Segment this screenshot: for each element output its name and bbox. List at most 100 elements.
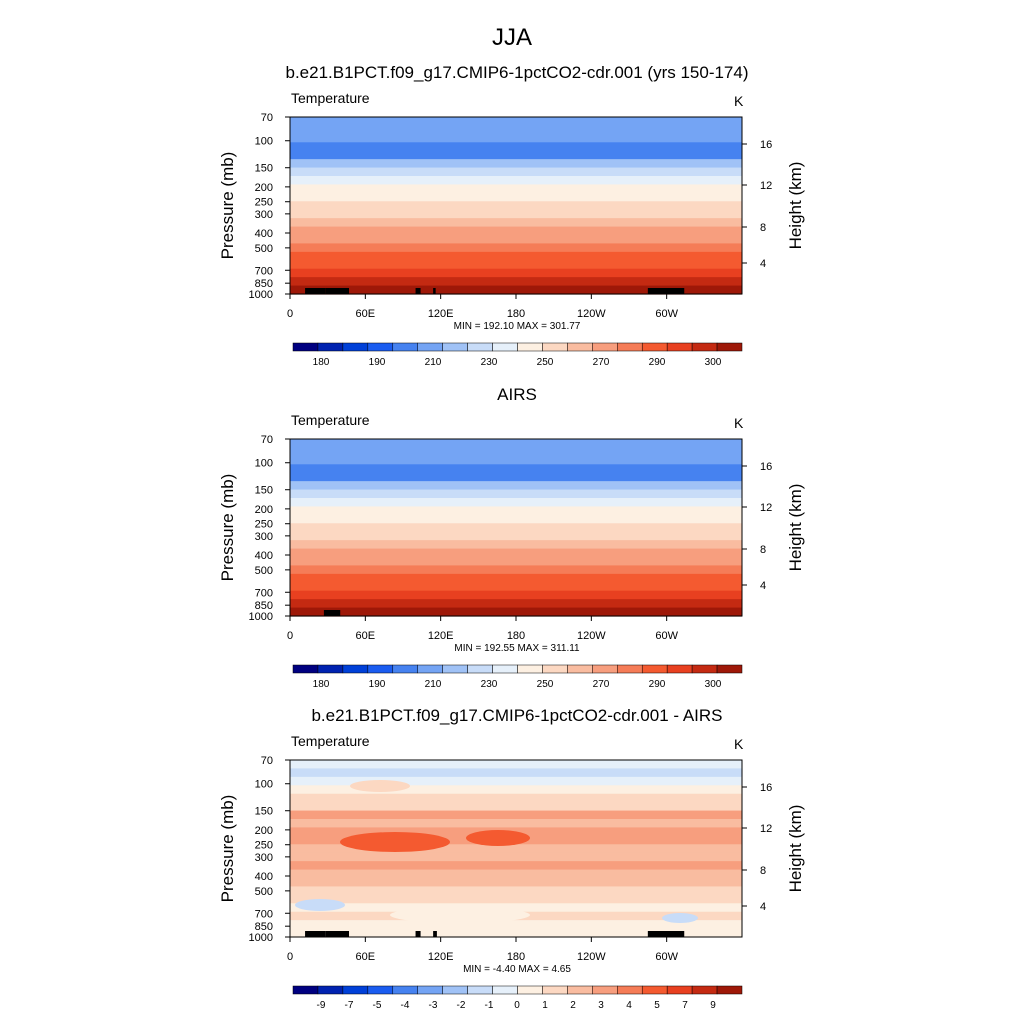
contour-field [290,439,742,617]
y-right-tick-label: 16 [760,782,772,794]
colorbar-box [567,342,593,352]
colorbar-box [542,342,568,352]
colorbar-box [542,664,568,674]
y-tick-label: 70 [261,434,273,446]
colorbar-box [492,342,518,352]
contour-band [290,209,742,219]
y-right-axis-label: Height (km) [786,162,805,250]
colorbar-label: 1 [542,1000,548,1011]
land-mask [323,610,341,616]
contour-band [290,810,742,820]
units-label: K [734,736,744,752]
y-tick-label: 250 [255,519,273,531]
colorbar-box [442,985,468,995]
y-right-tick-label: 16 [760,461,772,473]
y-right-tick-label: 12 [760,180,772,192]
contour-band [290,218,742,228]
y-tick-label: 200 [255,182,273,194]
figure-title: JJA [492,24,532,51]
contour-band [290,498,742,508]
land-mask [433,288,436,294]
contour-band [290,514,742,524]
colorbar-box [691,664,718,674]
contour-blob [466,830,530,846]
contour-band [290,582,742,592]
y-tick-label: 500 [255,886,273,898]
colorbar-label: 7 [682,1000,688,1011]
colorbar-box [367,342,394,352]
colorbar-label: 190 [369,357,386,368]
y-right-tick-label: 12 [760,823,772,835]
y-tick-label: 1000 [249,611,273,623]
contour-band [290,235,742,245]
panel-title: b.e21.B1PCT.f09_g17.CMIP6-1pctCO2-cdr.00… [311,706,722,725]
x-tick-label: 180 [507,308,525,320]
contour-blob [662,913,698,923]
contour-band [290,886,742,896]
colorbar-box [292,985,319,995]
colorbar-box [716,342,743,352]
contour-band [290,150,742,160]
contour-band [290,125,742,135]
land-mask [415,931,421,937]
panel-title: AIRS [497,385,537,404]
colorbar-label: -5 [373,1000,382,1011]
contour-band [290,260,742,270]
y-tick-label: 500 [255,565,273,577]
colorbar-box [367,985,394,995]
colorbar-box [442,664,468,674]
y-right-axis-label: Height (km) [786,484,805,572]
y-right-tick-label: 4 [760,258,766,270]
y-tick-label: 200 [255,825,273,837]
y-tick-label: 200 [255,504,273,516]
colorbar-box [317,664,344,674]
contour-band [290,226,742,236]
colorbar-label: 270 [593,357,610,368]
colorbar-box [666,985,693,995]
land-mask [415,288,421,294]
colorbar-label: 190 [369,679,386,690]
y-tick-label: 1000 [249,932,273,944]
contour-band [290,184,742,194]
colorbar-label: -7 [345,1000,354,1011]
contour-band [290,167,742,177]
panel-3: b.e21.B1PCT.f09_g17.CMIP6-1pctCO2-cdr.00… [218,706,805,1011]
colorbar-label: -4 [401,1000,410,1011]
colorbar-label: 5 [654,1000,660,1011]
x-tick-label: 60W [655,308,678,320]
colorbar-label: 9 [710,1000,716,1011]
contour-band [290,268,742,278]
colorbar-box [367,664,394,674]
contour-field [290,117,742,295]
contour-band [290,472,742,482]
colorbar-box [342,342,369,352]
y-tick-label: 400 [255,871,273,883]
colorbar-box [342,664,369,674]
x-tick-label: 120W [577,951,606,963]
colorbar-box [666,664,693,674]
contour-band [290,201,742,211]
x-tick-label: 120W [577,308,606,320]
contour-band [290,844,742,854]
units-label: K [734,415,744,431]
x-tick-label: 0 [287,951,293,963]
min-max-stats: MIN = 192.10 MAX = 301.77 [454,321,581,332]
colorbar-label: 4 [626,1000,632,1011]
colorbar-label: -3 [429,1000,438,1011]
colorbar-box [641,342,668,352]
colorbar-label: 230 [481,679,498,690]
y-tick-label: 100 [255,458,273,470]
colorbar-label: 210 [425,679,442,690]
colorbar-box [641,664,668,674]
contour-band [290,802,742,812]
y-tick-label: 150 [255,163,273,175]
colorbar-box [442,342,468,352]
y-tick-label: 250 [255,840,273,852]
contour-band [290,142,742,152]
x-tick-label: 120W [577,630,606,642]
contour-band [290,819,742,829]
contour-band [290,159,742,169]
colorbar-label: 230 [481,357,498,368]
contour-band [290,928,742,938]
